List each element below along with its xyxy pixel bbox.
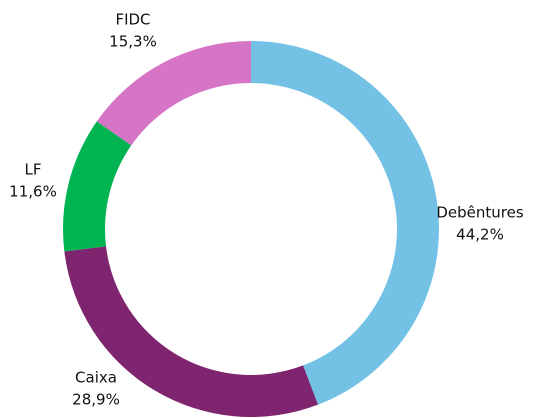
slice-value-label: 28,9% (72, 391, 120, 409)
slice-value-label: 44,2% (456, 226, 504, 244)
slice-value-label: 11,6% (9, 183, 57, 201)
slice-label: Caixa (75, 369, 117, 387)
slice-label: FIDC (115, 11, 150, 29)
donut-slice (251, 41, 440, 405)
slice-label: LF (25, 161, 42, 179)
donut-slice (63, 121, 132, 252)
donut-slice (64, 246, 319, 417)
slice-value-label: 15,3% (109, 33, 157, 51)
donut-slice (96, 41, 252, 146)
slice-label: Debêntures (436, 204, 523, 222)
